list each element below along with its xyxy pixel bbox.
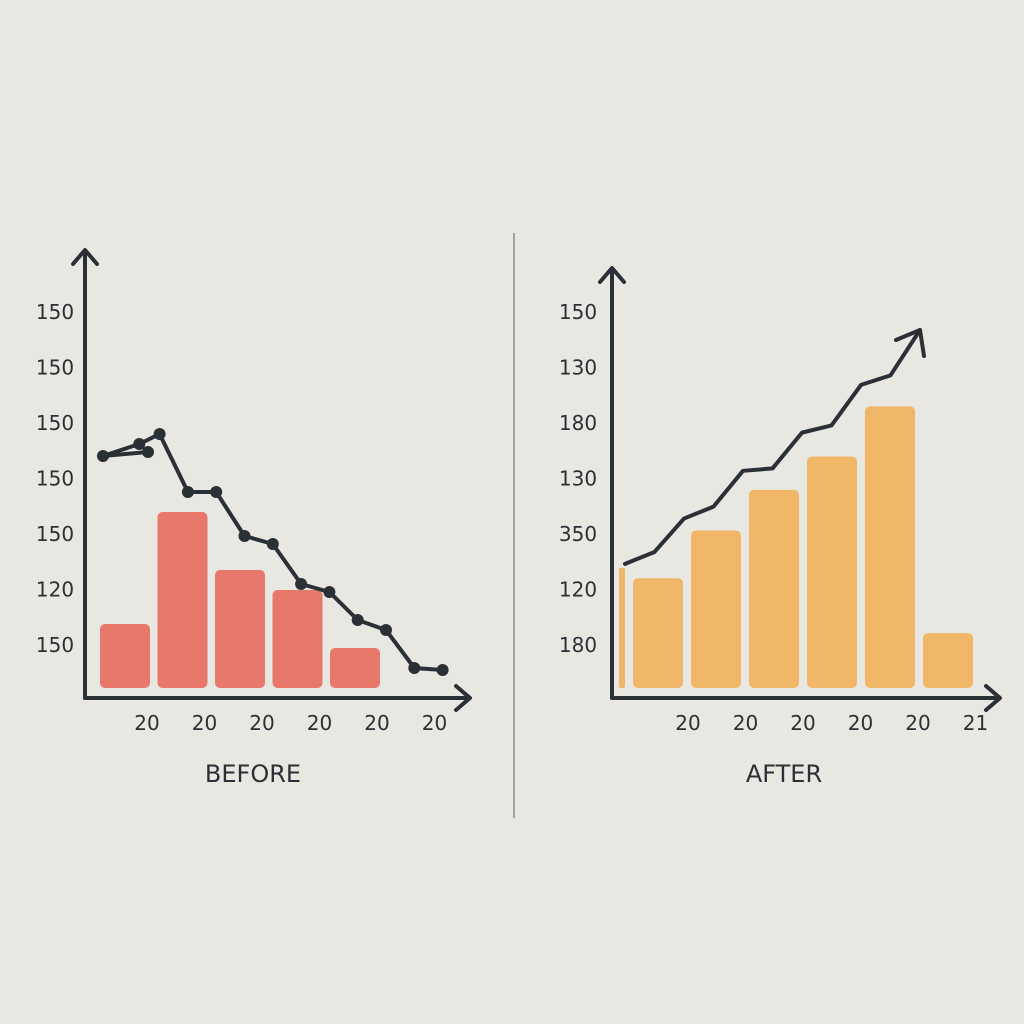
x-tick-label: 20	[675, 711, 700, 735]
bar	[330, 648, 380, 688]
trend-point	[266, 538, 279, 550]
y-tick-label: 150	[36, 411, 74, 435]
trend-point	[181, 486, 194, 498]
x-tick-label: 21	[963, 711, 988, 735]
y-tick-label: 120	[559, 578, 597, 602]
bar	[691, 530, 741, 688]
y-tick-label: 120	[36, 578, 74, 602]
bar	[923, 633, 973, 688]
chart-title: BEFORE	[205, 760, 301, 788]
after-chart: AFTER 150 130 180 130 350 120 180 20 20 20 20 20 21	[559, 266, 1002, 788]
y-tick-label: 150	[36, 467, 74, 491]
bar	[807, 456, 857, 688]
before-chart: BEFORE 150 150 150 150 150 120 150 20 20 20 20 20 20	[36, 248, 472, 788]
trend-line	[623, 328, 922, 566]
bar-edge	[619, 567, 625, 688]
trend-point	[153, 428, 166, 440]
trend-point	[408, 662, 421, 674]
x-tick-label: 20	[733, 711, 758, 735]
x-tick-label: 20	[134, 711, 159, 735]
bar	[749, 489, 799, 688]
x-axis-arrow-icon	[454, 684, 472, 712]
y-axis-arrow-icon	[71, 248, 99, 266]
bar	[272, 590, 323, 688]
y-tick-label: 130	[559, 467, 597, 491]
x-tick-label: 20	[307, 711, 332, 735]
trend-point	[133, 438, 146, 450]
y-tick-label: 180	[559, 411, 597, 435]
trend-point	[142, 446, 154, 458]
y-tick-label: 150	[559, 300, 597, 324]
trend-point	[97, 450, 109, 462]
trend-arrow-icon	[894, 328, 926, 358]
trend-point	[380, 624, 392, 636]
bar	[100, 624, 150, 688]
y-tick-label: 150	[36, 300, 74, 324]
trend-point	[351, 614, 364, 626]
bar	[157, 512, 208, 688]
chart-title: AFTER	[746, 760, 822, 788]
trend-point	[323, 586, 336, 598]
y-tick-label: 150	[36, 356, 74, 380]
trend-point	[295, 578, 308, 590]
y-tick-label: 150	[36, 522, 74, 546]
x-tick-label: 20	[249, 711, 274, 735]
trend-point	[210, 486, 223, 498]
x-tick-label: 20	[422, 711, 447, 735]
y-tick-label: 130	[559, 356, 597, 380]
x-tick-label: 20	[790, 711, 815, 735]
y-tick-label: 180	[559, 633, 597, 657]
y-axis-arrow-icon	[598, 266, 626, 284]
trend-point	[436, 664, 449, 676]
y-tick-label: 350	[559, 522, 597, 546]
bar	[215, 570, 265, 688]
bar	[633, 578, 683, 688]
x-axis-arrow-icon	[984, 684, 1002, 712]
trend-point	[238, 530, 251, 542]
x-tick-label: 20	[192, 711, 217, 735]
y-tick-label: 150	[36, 633, 74, 657]
x-tick-label: 20	[848, 711, 873, 735]
x-tick-label: 20	[905, 711, 930, 735]
x-tick-label: 20	[364, 711, 389, 735]
bar	[865, 406, 915, 688]
